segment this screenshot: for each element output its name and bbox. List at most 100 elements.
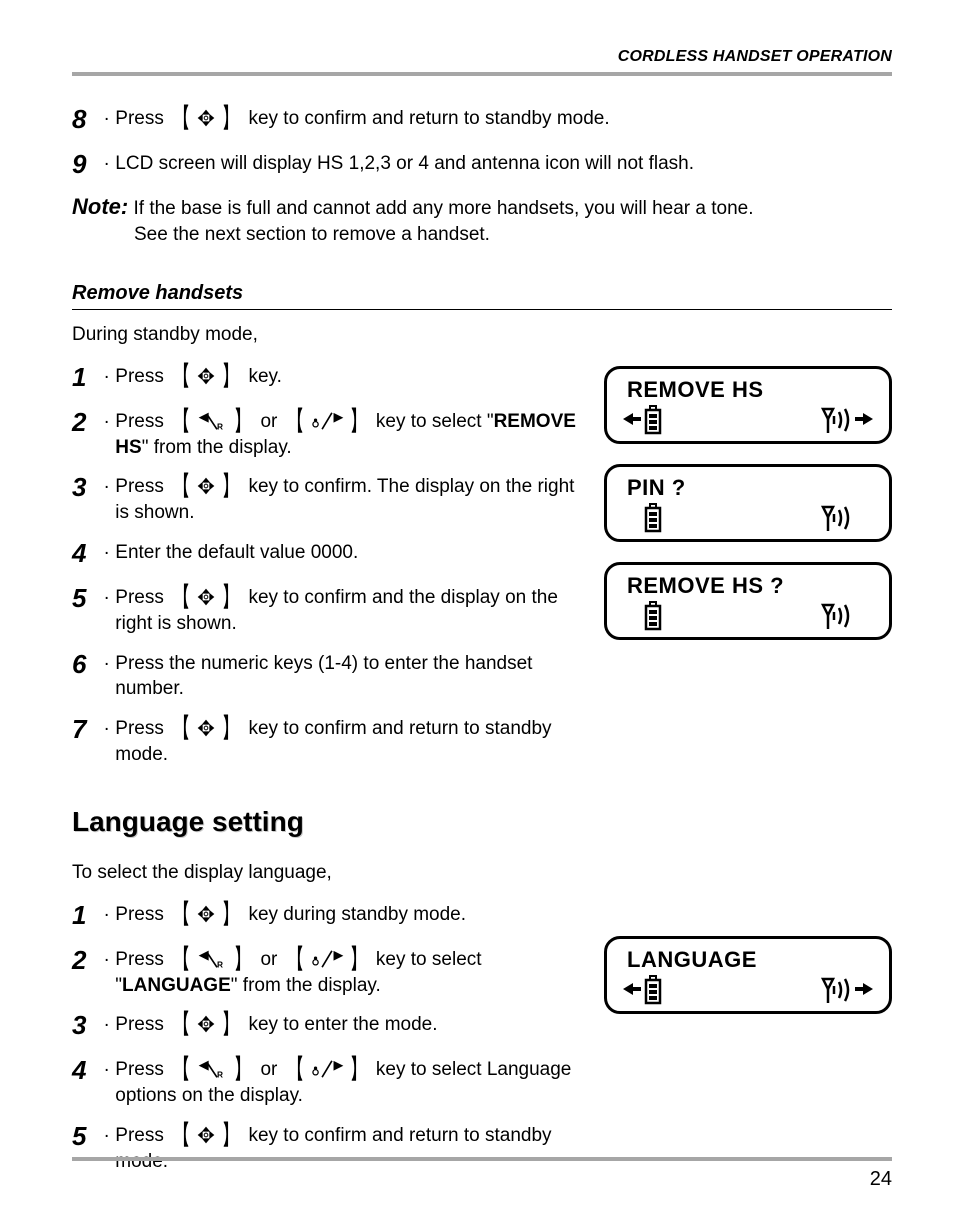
step-number: 3: [72, 470, 104, 526]
note-line1: If the base is full and cannot add any m…: [128, 198, 753, 219]
battery-icon: [641, 975, 665, 1005]
step-body: Press 【R】 or 【】 key to select Language o…: [115, 1053, 582, 1109]
step-number: 5: [72, 581, 104, 637]
step: 7.Press 【】 key to confirm and return to …: [72, 712, 582, 768]
step-body: Press 【R】 or 【】 key to select "LANGUAGE"…: [115, 943, 582, 999]
step-number: 6: [72, 647, 104, 702]
step: 2.Press 【R】 or 【】 key to select "REMOVE …: [72, 405, 582, 461]
page-header: CORDLESS HANDSET OPERATION: [72, 48, 892, 72]
step: 3.Press 【】 key to enter the mode.: [72, 1008, 582, 1043]
left-key-icon: 【R】: [169, 408, 255, 434]
right-arrow-icon: [855, 407, 875, 433]
step-number: 9: [72, 147, 104, 182]
left-key-icon: 【R】: [169, 946, 255, 972]
note-line2: See the next section to remove a handset…: [72, 222, 892, 248]
menu-key-icon: 【】: [169, 715, 243, 741]
step-number: 1: [72, 360, 104, 395]
lcd-display: REMOVE HS: [604, 366, 892, 444]
step-body: Press 【】 key to confirm and return to st…: [115, 1119, 582, 1175]
step-number: 7: [72, 712, 104, 768]
right-arrow-icon: [855, 977, 875, 1003]
step-body: Press 【】 key to confirm. The display on …: [115, 470, 582, 526]
note: Note: If the base is full and cannot add…: [72, 192, 892, 247]
step-number: 8: [72, 102, 104, 137]
language-intro: To select the display language,: [72, 862, 892, 884]
step: 5.Press 【】 key to confirm and the displa…: [72, 581, 582, 637]
step: 4.Press 【R】 or 【】 key to select Language…: [72, 1053, 582, 1109]
svg-text:R: R: [217, 421, 223, 431]
step: 1.Press 【】 key.: [72, 360, 582, 395]
header-rule: [72, 72, 892, 76]
top-steps: 8.Press 【】 key to confirm and return to …: [72, 102, 892, 182]
step-number: 4: [72, 536, 104, 571]
left-key-icon: 【R】: [169, 1056, 255, 1082]
step-number: 2: [72, 943, 104, 999]
remove-intro: During standby mode,: [72, 324, 892, 346]
language-lcds: LANGUAGE: [604, 898, 892, 1185]
menu-key-icon: 【】: [169, 473, 243, 499]
remove-lcds: REMOVE HS PIN ? REMOVE HS ?: [604, 360, 892, 778]
lcd-display: LANGUAGE: [604, 936, 892, 1014]
step: 1.Press 【】 key during standby mode.: [72, 898, 582, 933]
remove-rule: [72, 309, 892, 310]
step-body: LCD screen will display HS 1,2,3 or 4 an…: [115, 147, 892, 182]
step-number: 5: [72, 1119, 104, 1175]
page: CORDLESS HANDSET OPERATION 8.Press 【】 ke…: [0, 0, 954, 1217]
battery-icon: [641, 503, 665, 533]
menu-key-icon: 【】: [169, 105, 243, 131]
menu-key-icon: 【】: [169, 1122, 243, 1148]
lcd-text: REMOVE HS ?: [621, 573, 875, 599]
menu-key-icon: 【】: [169, 1011, 243, 1037]
antenna-icon: [819, 975, 855, 1005]
remove-heading: Remove handsets: [72, 282, 892, 305]
footer-rule: [72, 1157, 892, 1161]
step: 3.Press 【】 key to confirm. The display o…: [72, 470, 582, 526]
step-number: 1: [72, 898, 104, 933]
battery-icon: [641, 405, 665, 435]
left-arrow-icon: [621, 977, 641, 1003]
step: 2.Press 【R】 or 【】 key to select "LANGUAG…: [72, 943, 582, 999]
step-body: Press 【】 key to confirm and the display …: [115, 581, 582, 637]
step-body: Press 【】 key to enter the mode.: [115, 1008, 582, 1043]
step-body: Press 【】 key to confirm and return to st…: [115, 712, 582, 768]
antenna-icon: [819, 405, 855, 435]
right-key-icon: 【】: [283, 408, 371, 434]
step-number: 2: [72, 405, 104, 461]
language-columns: 1.Press 【】 key during standby mode. 2.Pre…: [72, 898, 892, 1185]
antenna-icon: [819, 601, 855, 631]
step: 6.Press the numeric keys (1-4) to enter …: [72, 647, 582, 702]
step-body: Press 【】 key to confirm and return to st…: [115, 102, 892, 137]
step-number: 3: [72, 1008, 104, 1043]
lcd-display: PIN ?: [604, 464, 892, 542]
step-body: Press 【】 key.: [115, 360, 582, 395]
right-key-icon: 【】: [283, 1056, 371, 1082]
step-body: Enter the default value 0000.: [115, 536, 582, 571]
right-key-icon: 【】: [283, 946, 371, 972]
lcd-display: REMOVE HS ?: [604, 562, 892, 640]
step-number: 4: [72, 1053, 104, 1109]
step-body: Press the numeric keys (1-4) to enter th…: [115, 647, 582, 702]
antenna-icon: [819, 503, 855, 533]
menu-key-icon: 【】: [169, 901, 243, 927]
note-label: Note:: [72, 194, 128, 219]
step: 8.Press 【】 key to confirm and return to …: [72, 102, 892, 137]
menu-key-icon: 【】: [169, 584, 243, 610]
step-body: Press 【】 key during standby mode.: [115, 898, 582, 933]
lcd-text: PIN ?: [621, 475, 875, 501]
step-body: Press 【R】 or 【】 key to select "REMOVE HS…: [115, 405, 582, 461]
battery-icon: [641, 601, 665, 631]
remove-steps: 1.Press 【】 key. 2.Press 【R】 or 【】 key to …: [72, 360, 582, 778]
step: 4.Enter the default value 0000.: [72, 536, 582, 571]
remove-columns: 1.Press 【】 key. 2.Press 【R】 or 【】 key to …: [72, 360, 892, 778]
step: 5.Press 【】 key to confirm and return to …: [72, 1119, 582, 1175]
step: 9.LCD screen will display HS 1,2,3 or 4 …: [72, 147, 892, 182]
left-arrow-icon: [621, 407, 641, 433]
page-number: 24: [870, 1168, 892, 1191]
lcd-text: REMOVE HS: [621, 377, 875, 403]
lcd-text: LANGUAGE: [621, 947, 875, 973]
menu-key-icon: 【】: [169, 363, 243, 389]
svg-text:R: R: [217, 1070, 223, 1080]
language-steps: 1.Press 【】 key during standby mode. 2.Pre…: [72, 898, 582, 1185]
svg-text:R: R: [217, 959, 223, 969]
language-heading: Language setting: [72, 806, 892, 838]
